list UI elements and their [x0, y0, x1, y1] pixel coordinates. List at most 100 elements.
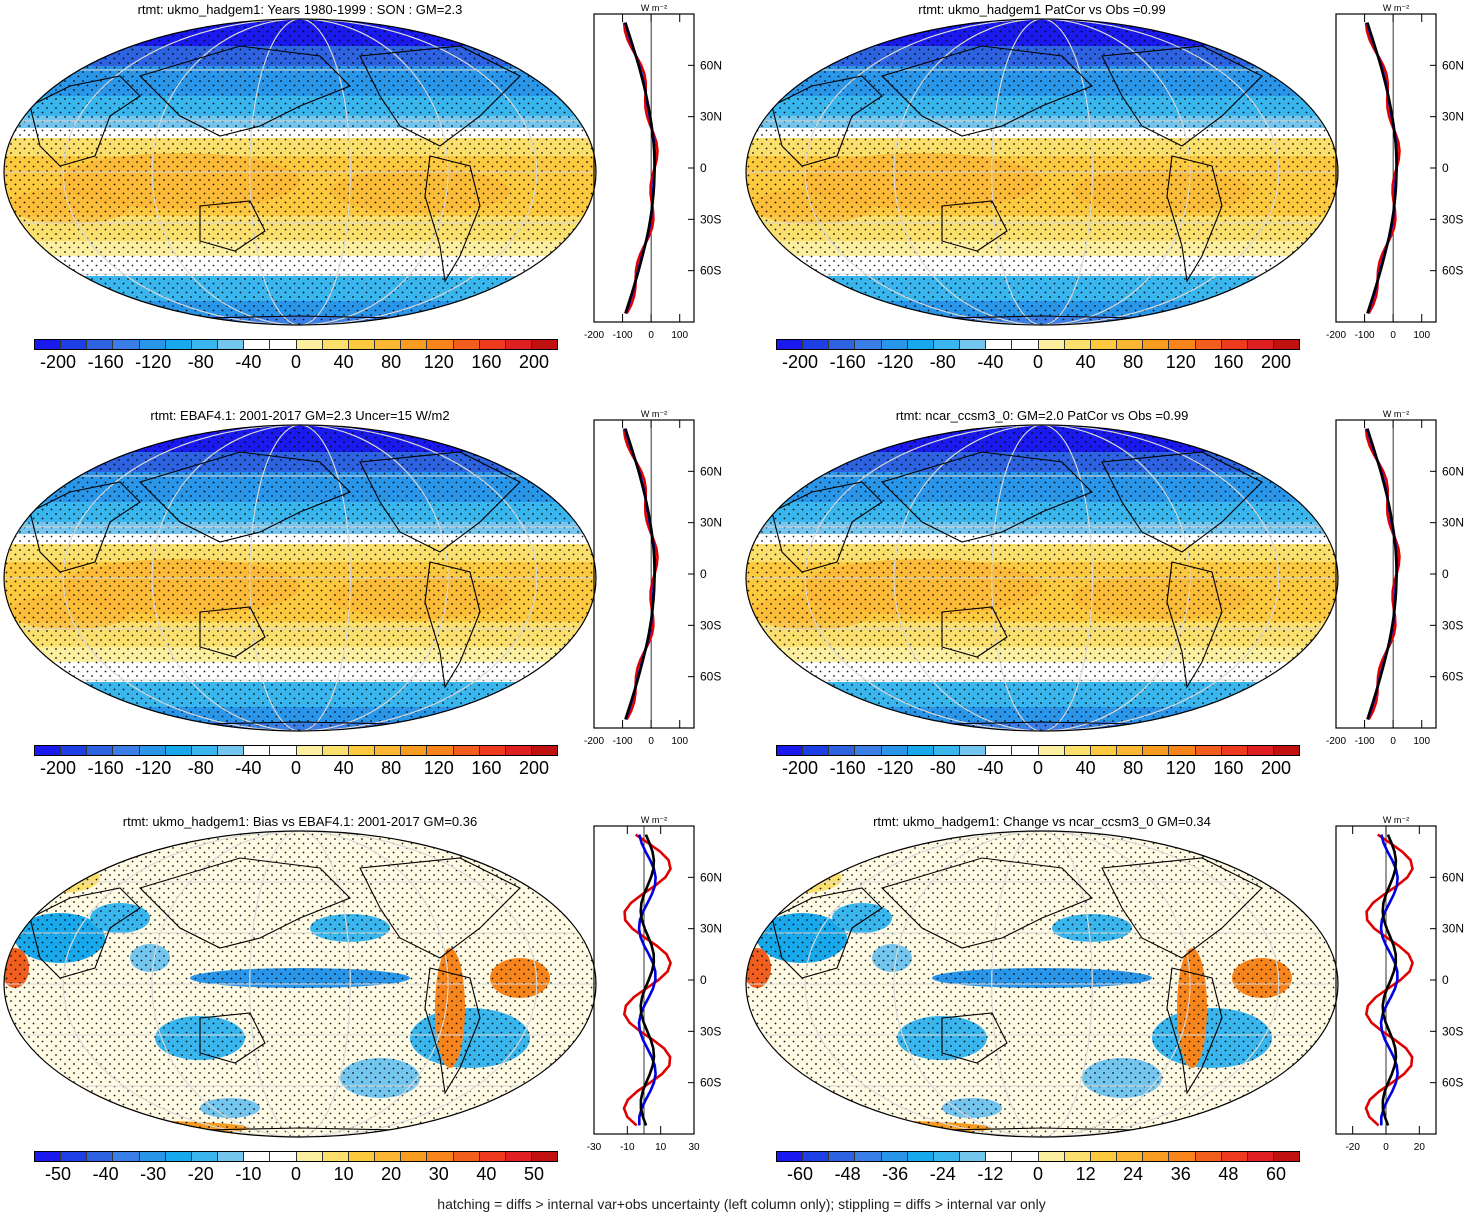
colorbar-tick-label: 160 — [1213, 758, 1244, 778]
profile-y-tick-label: 30N — [700, 110, 722, 124]
global-map — [3, 424, 597, 732]
profile-y-tick-label: 0 — [1442, 973, 1449, 987]
profile-y-tick-label: 30S — [700, 1024, 721, 1038]
global-map — [745, 830, 1339, 1138]
panel-reference-model: rtmt: ncar_ccsm3_0: GM=2.0 PatCor vs Obs… — [742, 406, 1483, 811]
profile-x-tick-label: -200 — [584, 330, 604, 340]
profile-x-tick-label: -10 — [620, 1142, 635, 1152]
panel-obs-climatology: rtmt: EBAF4.1: 2001-2017 GM=2.3 Uncer=15… — [0, 406, 742, 811]
colorbar-tick-label: -200 — [39, 352, 77, 372]
colorbar-tick-labels: -50 -40 -30 -20 -10 0 10 20 30 40 50 — [34, 1164, 558, 1188]
colorbar-tick-label: -80 — [187, 758, 214, 778]
colorbar — [776, 339, 1300, 350]
profile-x-tick-label: 100 — [671, 330, 688, 340]
colorbar-tick-label: 0 — [1032, 758, 1044, 778]
profile-y-tick-label: 60S — [700, 264, 721, 278]
colorbar-tick-label: 10 — [333, 1164, 354, 1184]
colorbar-tick-label: -20 — [187, 1164, 214, 1184]
colorbar-tick-label: 24 — [1123, 1164, 1144, 1184]
profile-y-tick-label: 30N — [700, 516, 722, 530]
panel-title: rtmt: ukmo_hadgem1: Bias vs EBAF4.1: 200… — [122, 814, 478, 829]
global-map — [3, 830, 597, 1138]
colorbar-tick-label: -200 — [781, 758, 819, 778]
profile-x-tick-label: -30 — [587, 1142, 602, 1152]
colorbar-tick-label: -30 — [140, 1164, 167, 1184]
footer-caption: hatching = diffs > internal var+obs unce… — [437, 1196, 1046, 1212]
profile-unit-label: W m⁻² — [1383, 409, 1409, 419]
colorbar-tick-label: 30 — [428, 1164, 449, 1184]
profile-y-tick-label: 60N — [1442, 58, 1464, 72]
profile-y-tick-label: 60N — [700, 464, 722, 478]
profile-x-tick-label: 100 — [671, 736, 688, 746]
profile-series-line — [1379, 834, 1399, 1126]
profile-y-tick-label: 0 — [700, 973, 707, 987]
profile-y-tick-label: 30N — [1442, 922, 1464, 936]
colorbar-tick-label: 120 — [423, 352, 454, 372]
colorbar-tick-label: 200 — [1260, 758, 1292, 778]
profile-y-tick-label: 0 — [1442, 567, 1449, 581]
profile-x-tick-label: -200 — [1326, 330, 1346, 340]
colorbar-tick-label: -12 — [977, 1164, 1004, 1184]
colorbar-tick-label: -40 — [977, 352, 1004, 372]
colorbar-tick-label: -10 — [235, 1164, 262, 1184]
colorbar-tick-labels: -60 -48 -36 -24 -12 0 12 24 36 48 60 — [776, 1164, 1300, 1188]
profile-x-tick-label: 20 — [1414, 1142, 1426, 1152]
profile-series-line — [622, 833, 673, 1127]
profile-x-tick-label: 0 — [1390, 736, 1396, 746]
colorbar-tick-label: 40 — [1075, 758, 1096, 778]
profile-y-tick-label: 30N — [700, 922, 722, 936]
colorbar-tick-label: -120 — [877, 758, 914, 778]
profile-y-tick-label: 60S — [1442, 1076, 1463, 1090]
colorbar-tick-label: -60 — [786, 1164, 814, 1184]
panel-model-patcor: rtmt: ukmo_hadgem1 PatCor vs Obs =0.99 -… — [742, 0, 1483, 405]
colorbar-tick-label: 80 — [1123, 352, 1144, 372]
profile-y-tick-label: 30N — [1442, 516, 1464, 530]
panel-title: rtmt: ukmo_hadgem1: Years 1980-1999 : SO… — [137, 2, 463, 17]
panel-title: rtmt: ukmo_hadgem1 PatCor vs Obs =0.99 — [918, 2, 1166, 17]
colorbar-tick-label: -50 — [44, 1164, 72, 1184]
colorbar — [34, 339, 558, 350]
profile-y-tick-label: 60S — [1442, 670, 1463, 684]
profile-series-line — [1366, 22, 1398, 314]
zonal-mean-profile: -200 -100 0 100 W m⁻² 60N 30N 0 30S 60S — [584, 409, 722, 746]
profile-series-line — [1364, 22, 1401, 314]
profile-series-line — [639, 834, 656, 1126]
colorbar-tick-label: 120 — [1165, 758, 1196, 778]
colorbar-tick-label: 50 — [523, 1164, 545, 1184]
colorbar-tick-label: 80 — [381, 758, 402, 778]
colorbar-tick-label: -160 — [829, 758, 866, 778]
colorbar-tick-label: 80 — [1123, 758, 1144, 778]
panel-title: rtmt: ncar_ccsm3_0: GM=2.0 PatCor vs Obs… — [895, 408, 1189, 423]
profile-series-line — [637, 834, 657, 1126]
colorbar-tick-label: -160 — [87, 758, 124, 778]
profile-y-tick-label: 30S — [1442, 212, 1463, 226]
colorbar-tick-label: -40 — [977, 758, 1004, 778]
colorbar-tick-label: -120 — [135, 758, 172, 778]
colorbar-tick-label: -120 — [135, 352, 172, 372]
colorbar-tick-label: 36 — [1170, 1164, 1191, 1184]
colorbar-tick-label: 160 — [471, 758, 502, 778]
colorbar-tick-label: -80 — [187, 352, 214, 372]
profile-x-tick-label: 0 — [648, 330, 654, 340]
profile-x-tick-label: 0 — [1390, 330, 1396, 340]
profile-y-tick-label: 60S — [700, 670, 721, 684]
colorbar-tick-labels: -200 -160 -120 -80 -40 0 40 80 120 160 200 — [776, 758, 1300, 782]
colorbar — [34, 745, 558, 756]
profile-y-tick-label: 0 — [1442, 161, 1449, 175]
colorbar-tick-label: -120 — [877, 352, 914, 372]
panel-title: rtmt: EBAF4.1: 2001-2017 GM=2.3 Uncer=15… — [150, 408, 450, 423]
colorbar-tick-label: 0 — [1032, 352, 1044, 372]
colorbar-tick-label: 120 — [1165, 352, 1196, 372]
profile-y-tick-label: 60S — [700, 1076, 721, 1090]
colorbar-tick-label: -200 — [781, 352, 819, 372]
colorbar-tick-label: 0 — [290, 758, 302, 778]
colorbar — [776, 745, 1300, 756]
colorbar-tick-label: 0 — [1032, 1164, 1044, 1184]
profile-x-tick-label: -100 — [613, 736, 633, 746]
colorbar-tick-label: 160 — [1213, 352, 1244, 372]
profile-y-tick-label: 60N — [1442, 464, 1464, 478]
profile-x-tick-label: 10 — [655, 1142, 667, 1152]
colorbar-tick-label: 160 — [471, 352, 502, 372]
colorbar-tick-label: -40 — [235, 352, 262, 372]
colorbar-tick-label: 60 — [1265, 1164, 1287, 1184]
